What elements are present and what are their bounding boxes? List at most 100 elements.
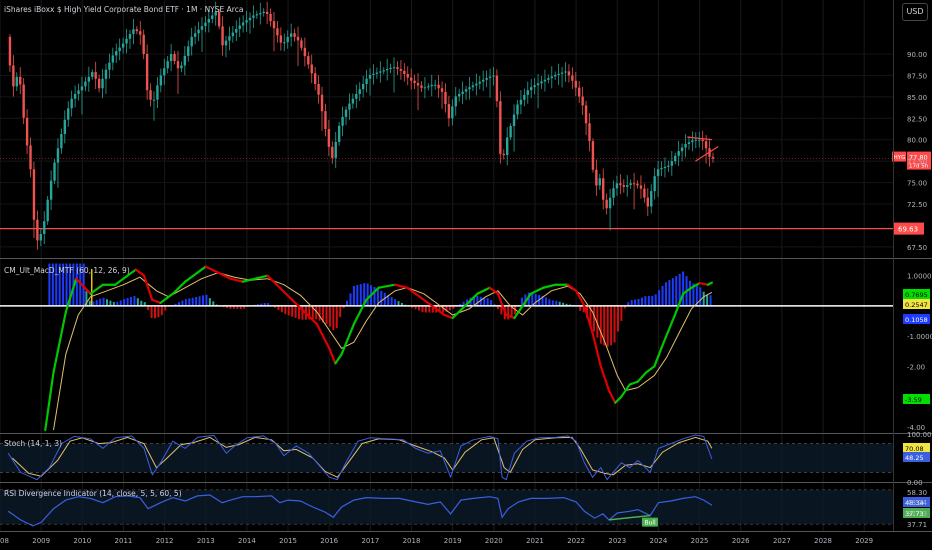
- macd-line-segment: [614, 395, 623, 404]
- price-candle: [128, 34, 132, 39]
- macd-histogram-bar: [62, 263, 65, 306]
- price-candle: [108, 62, 111, 70]
- price-candle: [327, 129, 331, 147]
- macd-pane[interactable]: 0.7695 0.2547 0.1058 -3.59: [0, 263, 930, 432]
- price-candle: [423, 87, 427, 89]
- x-tick-label: 2026: [732, 537, 750, 545]
- macd-histogram-bar: [325, 305, 328, 325]
- macd-histogram-bar: [702, 291, 705, 306]
- macd-line-segment: [229, 277, 244, 283]
- price-candle: [409, 77, 413, 81]
- macd-line-segment: [591, 332, 602, 368]
- macd-histogram-bar: [301, 305, 304, 320]
- price-candle: [324, 111, 327, 129]
- price-candle: [80, 86, 84, 91]
- x-tick-label: 2029: [855, 537, 873, 545]
- price-candle: [396, 67, 399, 69]
- macd-histogram-bar: [184, 299, 187, 306]
- macd-histogram-bar: [366, 283, 369, 306]
- macd-histogram-bar: [102, 297, 105, 306]
- price-candle: [331, 146, 334, 158]
- stoch-value-tag-bg: [903, 452, 930, 462]
- y-tick-label: 37.73: [907, 510, 927, 518]
- price-candle: [139, 31, 142, 35]
- macd-histogram-bar: [322, 305, 325, 323]
- price-candle: [348, 103, 351, 110]
- macd-histogram-bar: [661, 285, 664, 306]
- price-candle: [663, 166, 667, 169]
- x-tick-label: 2013: [197, 537, 215, 545]
- price-candle: [454, 96, 457, 107]
- price-candle: [187, 46, 190, 56]
- price-candle: [169, 54, 173, 62]
- price-candle: [248, 17, 252, 21]
- macd-line-segment: [159, 292, 174, 304]
- macd-histogram-bar: [627, 302, 630, 306]
- macd-histogram-bar: [226, 305, 229, 309]
- macd-histogram-bar: [603, 305, 606, 346]
- macd-histogram-bar: [243, 305, 246, 309]
- price-candle: [581, 96, 584, 106]
- macd-line-segment: [122, 268, 137, 280]
- price-candle: [636, 183, 639, 186]
- macd-histogram-bar: [647, 295, 650, 306]
- stoch-value-tag: 48.25: [905, 454, 924, 462]
- macd-histogram-bar: [448, 305, 451, 311]
- price-candle: [704, 141, 708, 149]
- price-candle: [653, 176, 656, 192]
- macd-line-segment: [476, 286, 491, 295]
- rsi-pane[interactable]: Bull 48.34 37.73: [0, 489, 930, 527]
- macd-histogram-bar: [507, 305, 510, 320]
- x-tick-label: 2027: [773, 537, 791, 545]
- macd-histogram-bar: [352, 285, 355, 306]
- price-candle: [481, 79, 485, 82]
- price-candle: [437, 84, 440, 89]
- price-candle: [698, 139, 701, 141]
- price-candle: [540, 81, 543, 84]
- y-tick-label: 80.00: [907, 137, 927, 145]
- price-candle: [608, 197, 612, 209]
- macd-histogram-bar: [654, 294, 657, 306]
- price-candle: [221, 26, 224, 46]
- macd-histogram-bar: [548, 299, 551, 306]
- y-tick-label: 75.00: [907, 180, 927, 188]
- macd-line-segment: [254, 274, 269, 280]
- price-candle: [183, 55, 187, 66]
- macd-histogram-bar: [442, 305, 445, 313]
- price-candle: [25, 117, 29, 146]
- macd-histogram-bar: [610, 305, 613, 346]
- macd-histogram-bar: [397, 301, 400, 306]
- x-tick-label: 2016: [320, 537, 338, 545]
- rsi-band: [0, 489, 893, 525]
- price-candle: [379, 71, 382, 73]
- y-tick-label: 77.50: [907, 158, 927, 166]
- x-tick-label: 2012: [156, 537, 174, 545]
- price-candle: [375, 72, 379, 74]
- price-candle: [475, 83, 478, 86]
- price-pane[interactable]: 69.63 HYG 77.80 17d 5h: [0, 1, 931, 250]
- macd-histogram-bar: [486, 298, 489, 306]
- macd-value-tag: 0.1058: [905, 316, 928, 324]
- macd-histogram-bar: [136, 298, 139, 306]
- macd-histogram-bar: [263, 303, 266, 306]
- macd-line-segment: [365, 286, 380, 301]
- macd-histogram-bar: [616, 305, 619, 332]
- price-candle: [574, 80, 577, 88]
- macd-histogram-bar: [335, 305, 338, 329]
- price-candle: [132, 29, 135, 34]
- macd-histogram-bar: [267, 303, 270, 306]
- price-candle: [200, 26, 204, 30]
- macd-histogram-bar: [479, 296, 482, 306]
- price-title: iShares iBoxx $ High Yield Corporate Bon…: [4, 5, 243, 14]
- currency-button[interactable]: USD: [902, 3, 928, 21]
- macd-line-segment: [64, 277, 78, 314]
- macd-line-segment: [599, 365, 611, 392]
- price-candle: [430, 84, 433, 87]
- macd-histogram-bar: [500, 305, 503, 315]
- y-tick-label: 82.50: [907, 115, 927, 123]
- support-label: 69.63: [898, 226, 918, 234]
- y-tick-label: 37.71: [907, 521, 927, 529]
- macd-histogram-bar: [112, 302, 115, 306]
